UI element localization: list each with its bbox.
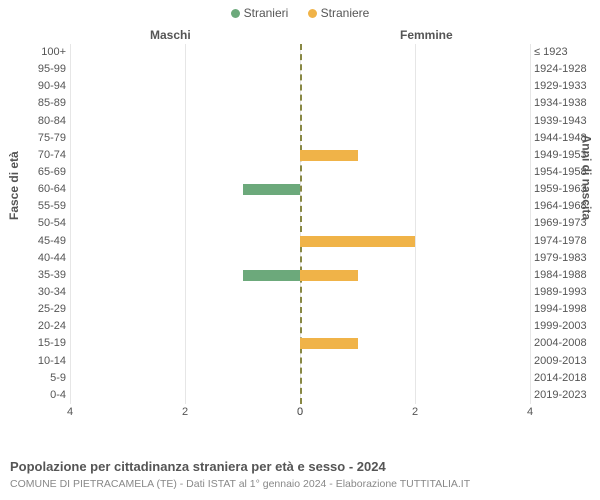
age-label: 55-59 <box>0 198 66 215</box>
birth-label: 1974-1978 <box>534 233 596 250</box>
pyramid-row <box>70 78 530 95</box>
pyramid-row <box>70 387 530 404</box>
birth-label: 2019-2023 <box>534 387 596 404</box>
x-tick-right: 2 <box>412 406 418 418</box>
birth-label: 2004-2008 <box>534 335 596 352</box>
birth-label: 1984-1988 <box>534 267 596 284</box>
legend-label-m: Stranieri <box>244 6 289 20</box>
age-label: 25-29 <box>0 301 66 318</box>
pyramid-row <box>70 215 530 232</box>
pyramid-row <box>70 370 530 387</box>
age-label: 100+ <box>0 44 66 61</box>
age-label: 0-4 <box>0 387 66 404</box>
age-label: 75-79 <box>0 130 66 147</box>
legend-swatch-m <box>231 9 240 18</box>
birth-label: 2009-2013 <box>534 353 596 370</box>
age-label: 20-24 <box>0 318 66 335</box>
birth-label: ≤ 1923 <box>534 44 596 61</box>
x-tick-right: 0 <box>297 406 303 418</box>
pyramid-row <box>70 198 530 215</box>
birth-label: 1924-1928 <box>534 61 596 78</box>
bar-male <box>243 184 301 195</box>
x-axis-labels: 420024 <box>70 406 530 422</box>
age-label: 70-74 <box>0 147 66 164</box>
pyramid-row <box>70 113 530 130</box>
pyramid-row <box>70 284 530 301</box>
pyramid-row <box>70 233 530 250</box>
legend-swatch-f <box>308 9 317 18</box>
birth-label: 1989-1993 <box>534 284 596 301</box>
pyramid-row <box>70 130 530 147</box>
birth-label: 1979-1983 <box>534 250 596 267</box>
pyramid-row <box>70 181 530 198</box>
age-label: 35-39 <box>0 267 66 284</box>
bar-female <box>300 270 358 281</box>
header-femmine: Femmine <box>400 28 453 42</box>
pyramid-chart: Stranieri Straniere Maschi Femmine Fasce… <box>0 0 600 430</box>
age-label: 15-19 <box>0 335 66 352</box>
bar-female <box>300 338 358 349</box>
birth-label: 1964-1968 <box>534 198 596 215</box>
pyramid-row <box>70 318 530 335</box>
legend-item-f: Straniere <box>308 6 370 20</box>
birth-label: 2014-2018 <box>534 370 596 387</box>
legend-label-f: Straniere <box>321 6 370 20</box>
y-right-labels: ≤ 19231924-19281929-19331934-19381939-19… <box>534 44 596 404</box>
age-label: 60-64 <box>0 181 66 198</box>
pyramid-row <box>70 61 530 78</box>
chart-title: Popolazione per cittadinanza straniera p… <box>10 459 470 474</box>
pyramid-row <box>70 335 530 352</box>
bar-female <box>300 236 415 247</box>
birth-label: 1994-1998 <box>534 301 596 318</box>
chart-subtitle: COMUNE DI PIETRACAMELA (TE) - Dati ISTAT… <box>10 478 470 490</box>
footer: Popolazione per cittadinanza straniera p… <box>10 459 470 490</box>
bar-female <box>300 150 358 161</box>
birth-label: 1944-1948 <box>534 130 596 147</box>
pyramid-row <box>70 147 530 164</box>
age-label: 30-34 <box>0 284 66 301</box>
pyramid-row <box>70 353 530 370</box>
gridline <box>530 44 531 404</box>
age-label: 10-14 <box>0 353 66 370</box>
age-label: 65-69 <box>0 164 66 181</box>
pyramid-row <box>70 44 530 61</box>
birth-label: 1929-1933 <box>534 78 596 95</box>
age-label: 80-84 <box>0 113 66 130</box>
pyramid-row <box>70 164 530 181</box>
x-tick-left: 4 <box>67 406 73 418</box>
x-tick-left: 2 <box>182 406 188 418</box>
x-tick-right: 4 <box>527 406 533 418</box>
age-label: 5-9 <box>0 370 66 387</box>
age-label: 85-89 <box>0 95 66 112</box>
pyramid-row <box>70 301 530 318</box>
pyramid-row <box>70 95 530 112</box>
birth-label: 1959-1963 <box>534 181 596 198</box>
birth-label: 1969-1973 <box>534 215 596 232</box>
plot-area <box>70 44 530 404</box>
pyramid-row <box>70 250 530 267</box>
birth-label: 1999-2003 <box>534 318 596 335</box>
age-label: 95-99 <box>0 61 66 78</box>
age-label: 90-94 <box>0 78 66 95</box>
age-label: 45-49 <box>0 233 66 250</box>
age-label: 50-54 <box>0 215 66 232</box>
pyramid-row <box>70 267 530 284</box>
birth-label: 1954-1958 <box>534 164 596 181</box>
birth-label: 1949-1953 <box>534 147 596 164</box>
bar-male <box>243 270 301 281</box>
legend-item-m: Stranieri <box>231 6 289 20</box>
y-left-labels: 100+95-9990-9485-8980-8475-7970-7465-696… <box>0 44 66 404</box>
birth-label: 1939-1943 <box>534 113 596 130</box>
legend: Stranieri Straniere <box>0 6 600 20</box>
age-label: 40-44 <box>0 250 66 267</box>
birth-label: 1934-1938 <box>534 95 596 112</box>
header-maschi: Maschi <box>150 28 191 42</box>
